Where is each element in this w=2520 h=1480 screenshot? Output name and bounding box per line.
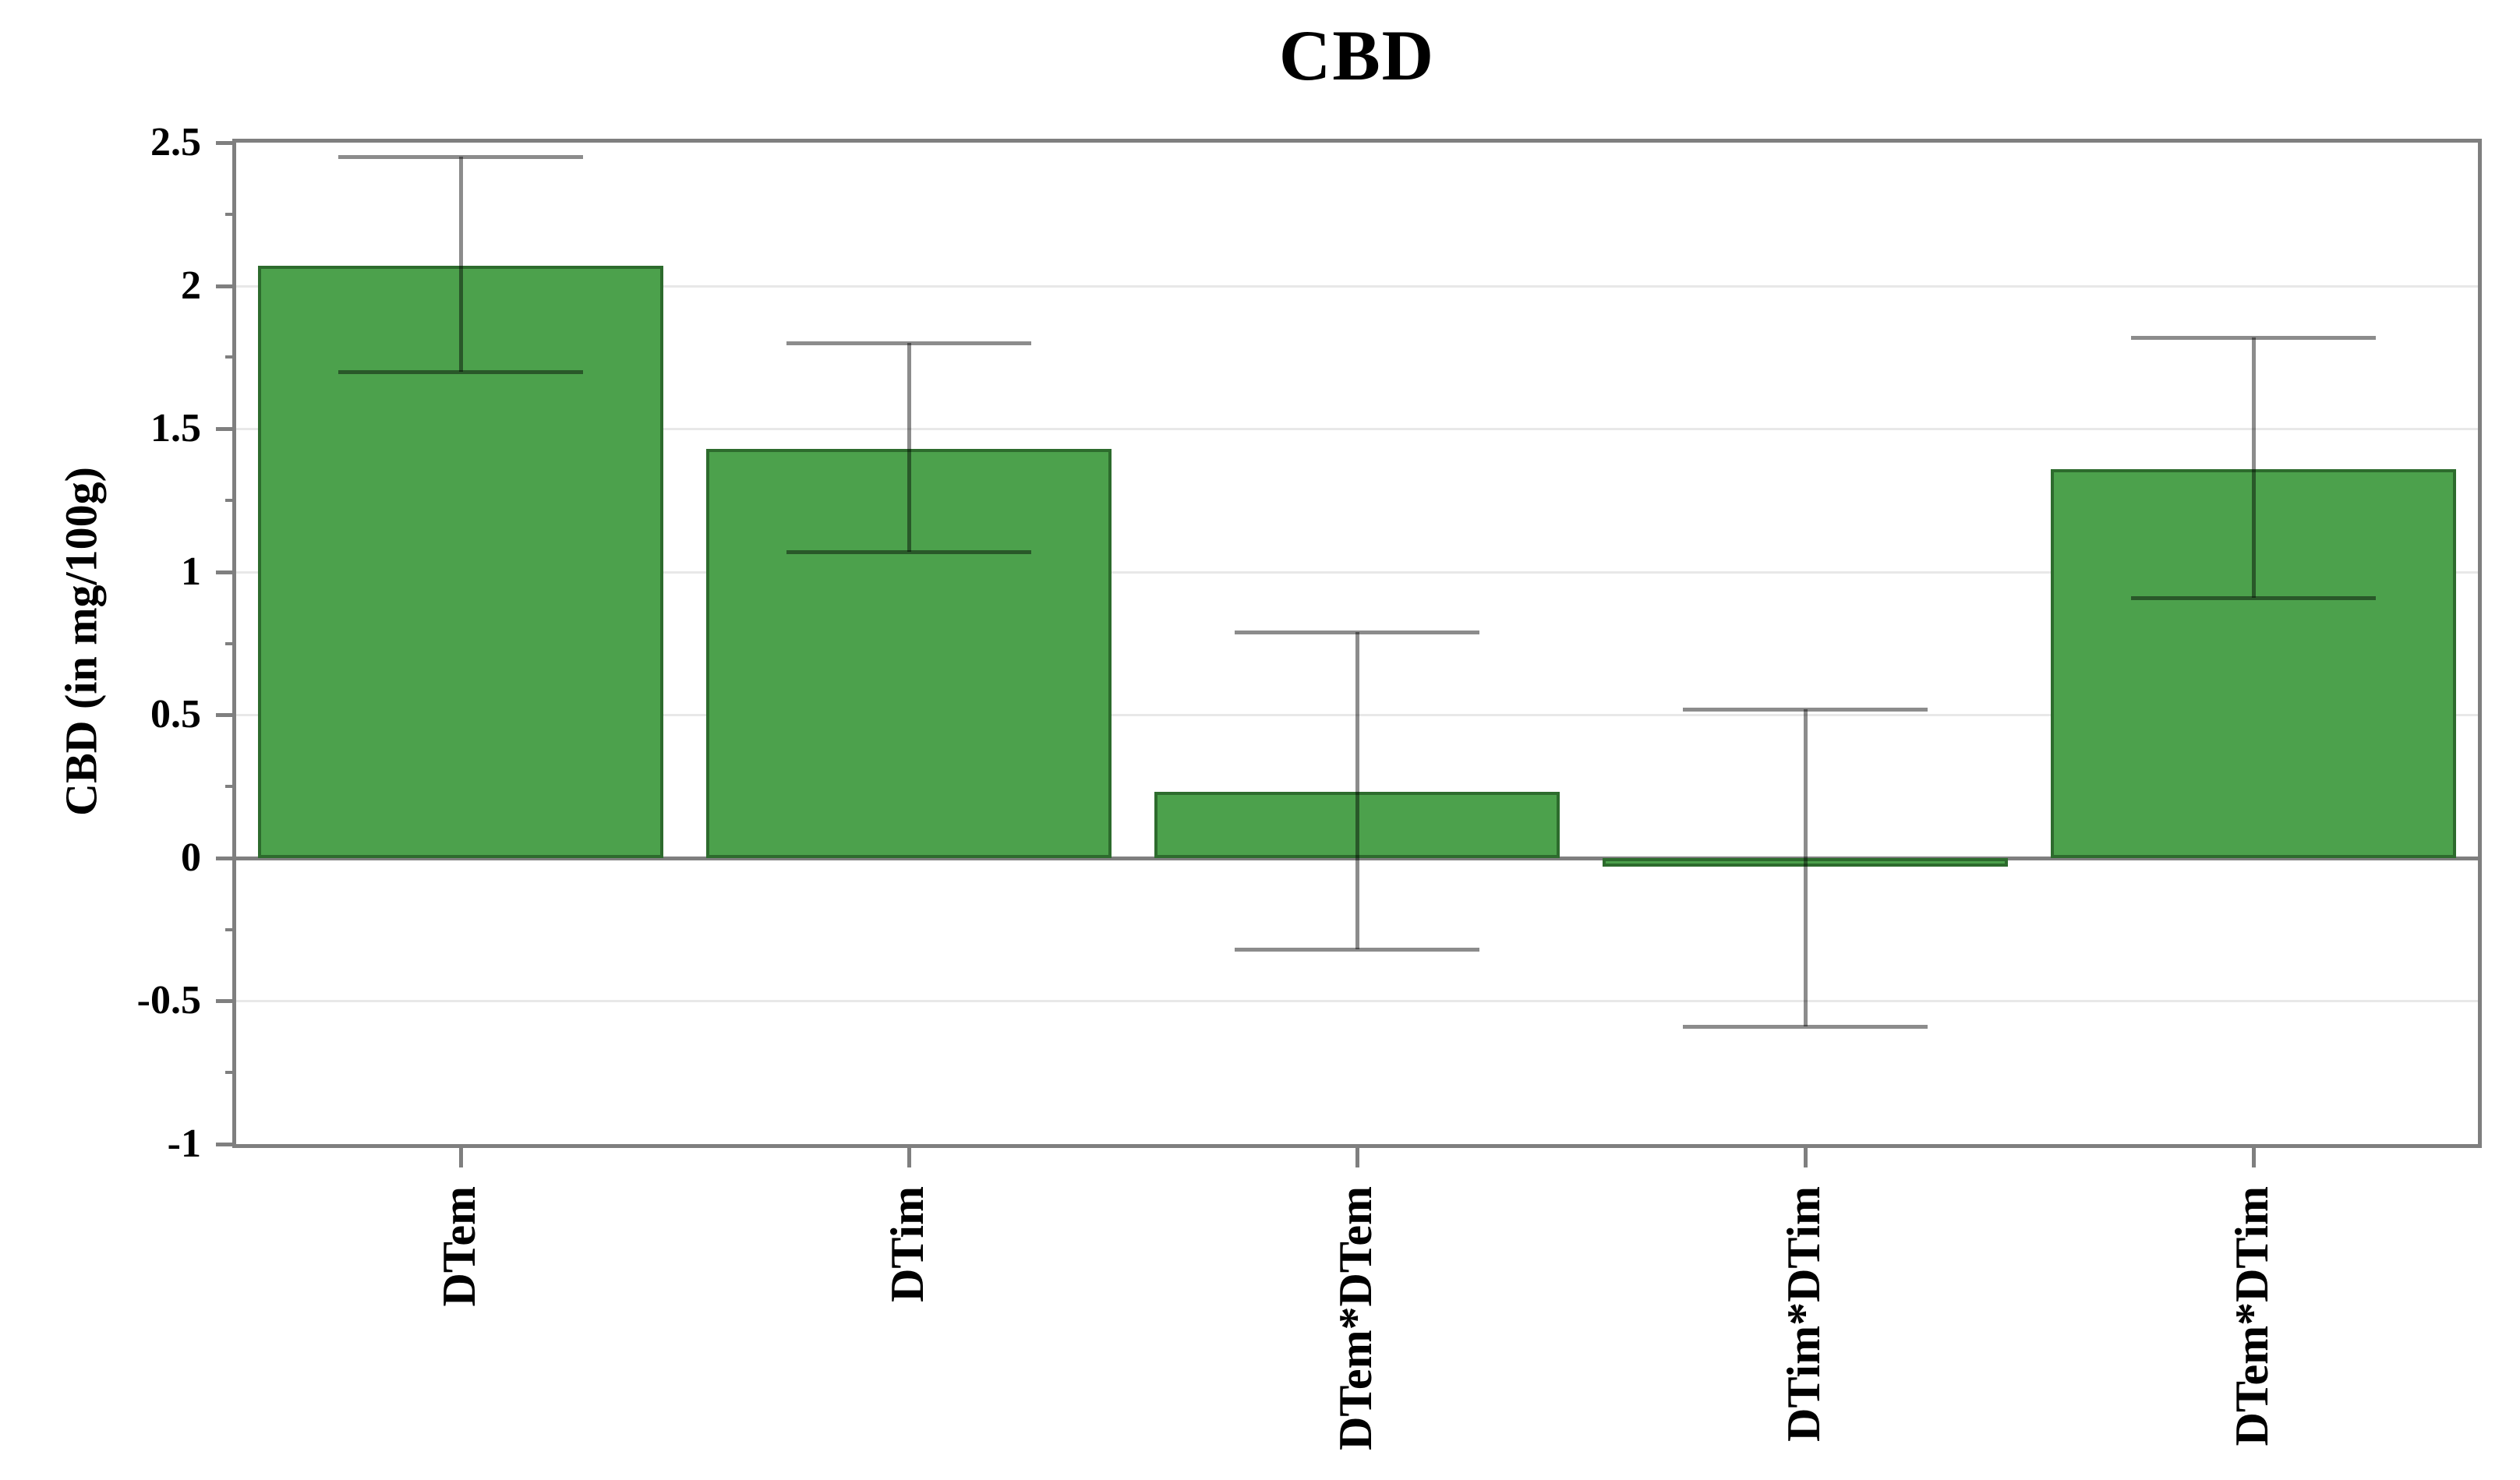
x-tick (1804, 1144, 1808, 1167)
gridline (236, 284, 2478, 288)
x-tick (1355, 1144, 1359, 1167)
y-tick (216, 141, 236, 145)
y-minor-tick (225, 641, 236, 645)
error-bar-cap-top (2131, 335, 2377, 340)
y-tick (216, 284, 236, 288)
y-axis-title: CBD (in mg/100g) (55, 467, 107, 816)
error-bar-line (1804, 708, 1808, 1027)
x-category-label: DTem (433, 1186, 485, 1307)
zero-line (236, 856, 2478, 860)
y-minor-tick (225, 785, 236, 789)
x-category-label: DTem*DTem (1330, 1186, 1381, 1450)
error-bar-cap-top (338, 155, 583, 160)
y-tick-label: 1.5 (150, 406, 201, 451)
gridline (236, 570, 2478, 574)
error-bar-line (907, 343, 911, 552)
y-tick (216, 570, 236, 574)
x-category-label: DTem*DTim (2226, 1186, 2278, 1446)
x-tick (458, 1144, 463, 1167)
y-tick (216, 1143, 236, 1146)
y-tick (216, 713, 236, 718)
y-tick-label: 0.5 (150, 692, 201, 737)
y-tick (216, 999, 236, 1004)
chart-title: CBD (1278, 16, 1436, 95)
error-bar-cap-top (1683, 707, 1928, 712)
error-bar-cap-bottom (1683, 1025, 1928, 1030)
y-tick-label: 2 (181, 263, 201, 308)
error-bar-cap-bottom (2131, 595, 2377, 600)
error-bar-cap-top (786, 341, 1031, 345)
bar (1603, 857, 2009, 867)
y-tick-label: -1 (167, 1121, 201, 1166)
x-category-label: DTim*DTim (1778, 1186, 1830, 1442)
y-minor-tick (225, 498, 236, 502)
bar (1154, 792, 1560, 858)
y-minor-tick (225, 1071, 236, 1075)
error-bar-cap-bottom (1235, 948, 1479, 952)
gridline (236, 1000, 2478, 1003)
y-tick-label: -0.5 (136, 978, 201, 1023)
y-minor-tick (225, 927, 236, 931)
x-tick (907, 1144, 911, 1167)
error-bar-line (458, 157, 463, 372)
y-tick-label: 0 (181, 835, 201, 880)
gridline (236, 714, 2478, 717)
error-bar-cap-bottom (786, 550, 1031, 554)
error-bar-cap-top (1235, 630, 1479, 634)
error-bar-line (2252, 337, 2257, 598)
bar (2051, 468, 2457, 858)
y-tick-label: 1 (181, 549, 201, 594)
bar (257, 265, 663, 858)
y-tick (216, 856, 236, 860)
y-tick (216, 427, 236, 432)
gridline (236, 428, 2478, 431)
error-bar-line (1355, 631, 1359, 950)
y-tick-label: 2.5 (150, 120, 201, 164)
error-bar-cap-bottom (338, 369, 583, 374)
bar (705, 448, 1112, 858)
x-tick (2252, 1144, 2257, 1167)
x-category-label: DTim (881, 1186, 933, 1302)
y-minor-tick (225, 212, 236, 216)
y-minor-tick (225, 355, 236, 359)
